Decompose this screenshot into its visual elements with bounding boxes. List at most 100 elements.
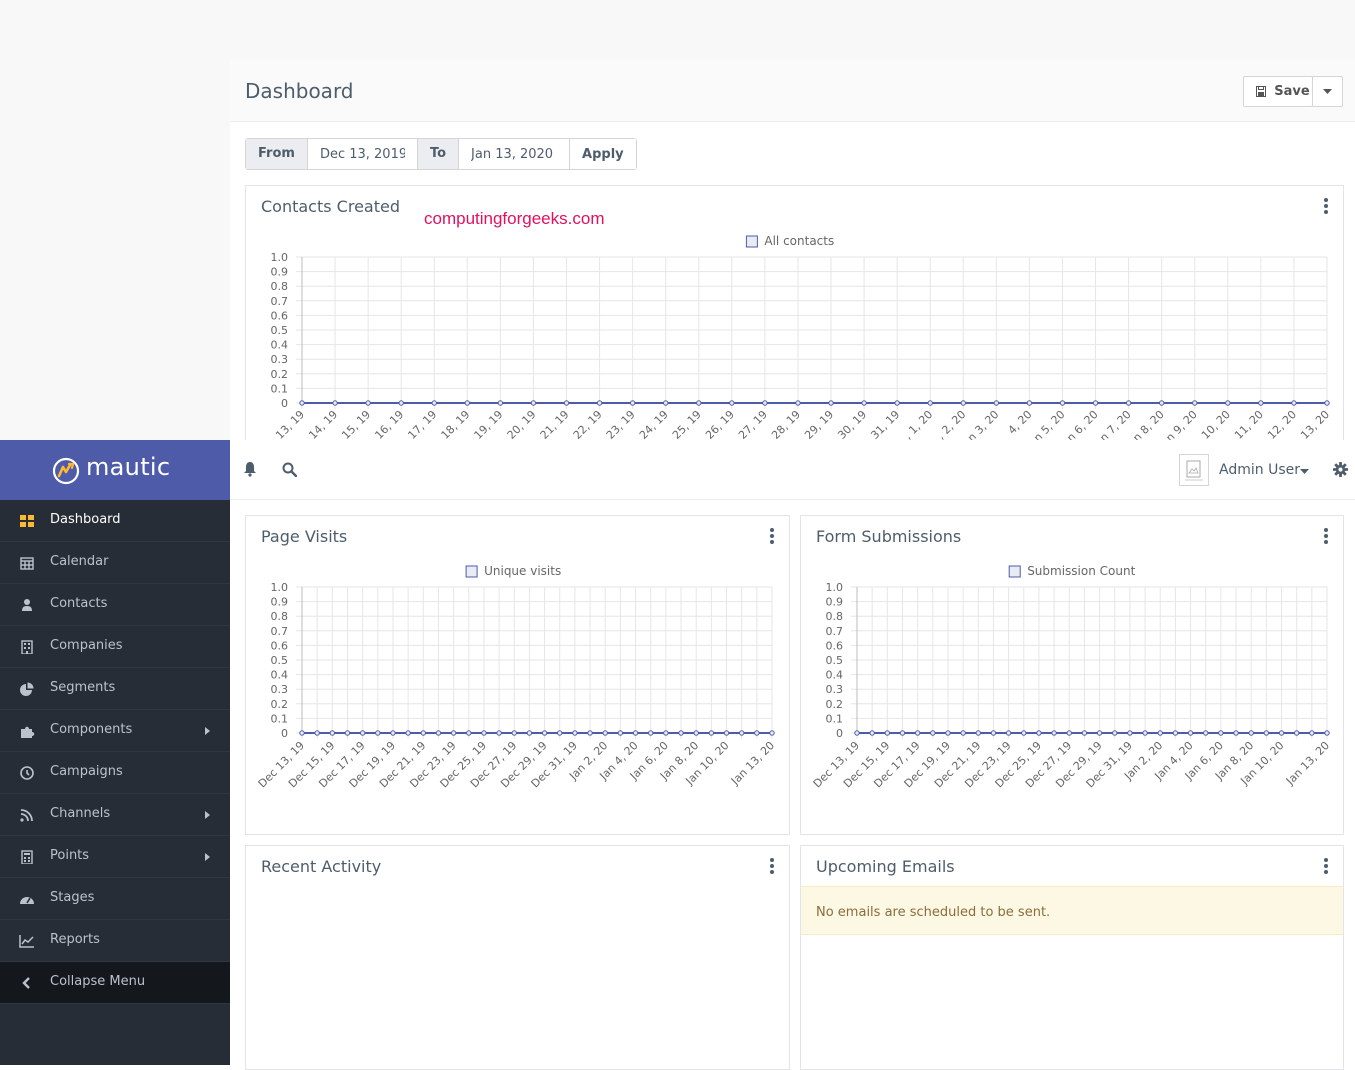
data-point[interactable] (596, 400, 603, 406)
data-point[interactable] (563, 400, 570, 406)
data-point[interactable] (960, 730, 966, 736)
data-point[interactable] (899, 730, 906, 736)
data-point[interactable] (723, 730, 730, 736)
data-point[interactable] (1092, 400, 1099, 406)
data-point[interactable] (1059, 400, 1066, 406)
data-point[interactable] (365, 400, 371, 406)
data-point[interactable] (450, 730, 457, 736)
data-point[interactable] (466, 730, 472, 736)
sidebar-item-calendar[interactable]: Calendar (0, 542, 230, 584)
data-point[interactable] (1263, 730, 1270, 736)
data-point[interactable] (708, 730, 715, 736)
data-point[interactable] (1112, 730, 1118, 736)
sidebar-item-contacts[interactable]: Contacts (0, 584, 230, 626)
data-point[interactable] (602, 730, 608, 736)
data-point[interactable] (663, 730, 669, 736)
data-point[interactable] (990, 730, 997, 736)
collapse-menu-button[interactable]: Collapse Menu (0, 962, 230, 1004)
data-point[interactable] (1051, 730, 1057, 736)
user-menu[interactable]: Admin User (1219, 462, 1300, 478)
data-point[interactable] (1127, 730, 1133, 736)
data-point[interactable] (541, 730, 548, 736)
data-point[interactable] (497, 400, 504, 406)
data-point[interactable] (481, 730, 487, 736)
sidebar-item-dashboard[interactable]: Dashboard (0, 500, 230, 542)
data-point[interactable] (1309, 730, 1315, 736)
data-point[interactable] (1324, 730, 1330, 736)
avatar[interactable] (1179, 454, 1209, 486)
sidebar-item-reports[interactable]: Reports (0, 920, 230, 962)
data-point[interactable] (762, 400, 768, 406)
data-point[interactable] (617, 730, 624, 736)
data-point[interactable] (511, 730, 517, 736)
save-options-dropdown[interactable] (1312, 76, 1343, 107)
data-point[interactable] (1172, 730, 1179, 736)
data-point[interactable] (632, 730, 639, 736)
data-point[interactable] (496, 730, 502, 736)
data-point[interactable] (557, 730, 563, 736)
to-date-input[interactable] (458, 139, 571, 169)
data-point[interactable] (1081, 730, 1088, 736)
data-point[interactable] (914, 730, 921, 736)
sidebar-item-points[interactable]: Points (0, 836, 230, 878)
chart-legend[interactable]: Submission Count (1008, 564, 1136, 578)
sidebar-item-companies[interactable]: Companies (0, 626, 230, 668)
data-point[interactable] (1026, 400, 1033, 406)
data-point[interactable] (530, 400, 537, 406)
widget-menu-icon[interactable] (1323, 858, 1329, 874)
data-point[interactable] (648, 730, 654, 736)
data-point[interactable] (945, 730, 951, 736)
data-point[interactable] (678, 730, 684, 736)
data-point[interactable] (1203, 730, 1209, 736)
bell-icon[interactable] (243, 461, 257, 477)
data-point[interactable] (1218, 730, 1224, 736)
mautic-logo-icon[interactable] (52, 457, 80, 485)
widget-menu-icon[interactable] (1323, 198, 1329, 214)
sidebar-item-components[interactable]: Components (0, 710, 230, 752)
data-point[interactable] (344, 730, 351, 736)
data-point[interactable] (431, 400, 437, 406)
data-point[interactable] (993, 400, 1000, 406)
data-point[interactable] (1036, 730, 1042, 736)
search-icon[interactable] (282, 462, 297, 477)
data-point[interactable] (894, 400, 900, 406)
data-point[interactable] (1258, 400, 1264, 406)
data-point[interactable] (375, 730, 381, 736)
data-point[interactable] (1125, 400, 1132, 406)
data-point[interactable] (738, 730, 745, 736)
data-point[interactable] (975, 730, 981, 736)
data-point[interactable] (359, 730, 366, 736)
data-point[interactable] (435, 730, 442, 736)
data-point[interactable] (1096, 730, 1103, 736)
data-point[interactable] (1187, 730, 1194, 736)
data-point[interactable] (329, 730, 336, 736)
brand-name[interactable]: mautic (86, 453, 171, 481)
sidebar-item-stages[interactable]: Stages (0, 878, 230, 920)
sidebar-item-channels[interactable]: Channels (0, 794, 230, 836)
data-point[interactable] (693, 730, 699, 736)
gear-icon[interactable] (1333, 462, 1348, 477)
data-point[interactable] (299, 400, 305, 406)
data-point[interactable] (390, 730, 396, 736)
data-point[interactable] (1291, 400, 1297, 406)
caret-down-icon[interactable] (1300, 469, 1309, 474)
data-point[interactable] (869, 730, 875, 736)
data-point[interactable] (754, 730, 760, 736)
data-point[interactable] (398, 400, 404, 406)
data-point[interactable] (1158, 400, 1165, 406)
data-point[interactable] (696, 400, 702, 406)
data-point[interactable] (1233, 730, 1239, 736)
save-button[interactable]: Save (1243, 76, 1313, 107)
sidebar-item-segments[interactable]: Segments (0, 668, 230, 710)
data-point[interactable] (1248, 730, 1254, 736)
data-point[interactable] (1278, 730, 1285, 736)
data-point[interactable] (795, 400, 801, 406)
data-point[interactable] (420, 730, 426, 736)
data-point[interactable] (405, 730, 411, 736)
data-point[interactable] (1021, 730, 1027, 736)
data-point[interactable] (930, 730, 936, 736)
data-point[interactable] (884, 730, 891, 736)
from-date-input[interactable] (306, 139, 418, 169)
data-point[interactable] (960, 400, 966, 406)
data-point[interactable] (1225, 400, 1231, 406)
